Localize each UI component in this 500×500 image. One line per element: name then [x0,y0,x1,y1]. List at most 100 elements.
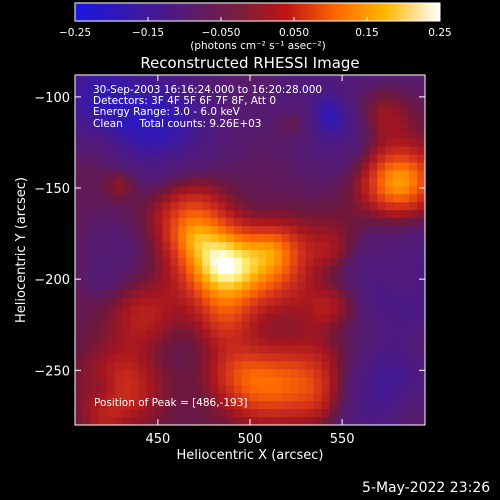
heatmap-cell [75,361,84,370]
heatmap-cell [313,210,323,219]
heatmap-cell [250,337,259,347]
heatmap-cell [393,106,402,116]
heatmap-cell [218,305,227,315]
heatmap-cell [82,401,92,410]
heatmap-cell [226,321,235,331]
heatmap-cell [417,345,425,354]
heatmap-cell [321,75,331,84]
heatmap-cell [385,146,394,156]
heatmap-cell [393,369,402,378]
heatmap-cell [273,257,283,267]
heatmap-cell [106,409,116,418]
heatmap-cell [353,242,362,251]
heatmap-cell [297,226,307,235]
heatmap-cell [202,289,211,299]
heatmap-cell [146,114,156,124]
heatmap-cell [162,122,172,132]
heatmap-cell [250,305,259,315]
heatmap-cell [90,122,100,132]
heatmap-cell [210,90,219,100]
heatmap-cell [361,146,370,156]
heatmap-cell [162,98,172,108]
heatmap-cell [369,122,378,132]
heatmap-cell [265,297,275,307]
heatmap-cell [393,265,402,275]
heatmap-cell [98,313,108,323]
heatmap-cell [273,337,283,347]
heatmap-cell [138,393,148,402]
heatmap-cell [242,234,251,243]
heatmap-cell [361,122,370,132]
heatmap-cell [393,242,402,251]
heatmap-cell [138,186,148,195]
heatmap-cell [114,377,124,386]
heatmap-cell [82,130,92,140]
heatmap-cell [409,226,418,235]
heatmap-cell [313,82,323,92]
heatmap-cell [377,242,386,251]
heatmap-cell [122,265,132,275]
heatmap-cell [409,130,418,140]
heatmap-cell [409,377,418,386]
heatmap-cell [90,321,100,331]
heatmap-cell [82,345,92,354]
heatmap-cell [361,289,370,299]
heatmap-cell [297,250,307,259]
heatmap-cell [337,234,347,243]
heatmap-cell [417,114,425,124]
heatmap-cell [257,361,267,370]
heatmap-cell [178,146,187,156]
heatmap-cell [218,154,227,164]
heatmap-cell [409,313,418,323]
heatmap-cell [377,170,386,179]
heatmap-cell [250,242,259,251]
heatmap-cell [250,281,259,291]
heatmap-cell [130,321,140,331]
heatmap-cell [393,154,402,164]
heatmap-cell [162,393,172,402]
heatmap-cell [257,162,267,172]
heatmap-cell [305,393,315,402]
heatmap-cell [257,385,267,394]
heatmap-cell [98,361,108,370]
heatmap-cell [162,289,172,299]
heatmap-cell [321,385,331,394]
heatmap-cell [289,75,299,84]
heatmap-cell [409,218,418,227]
info-time-range: 30-Sep-2003 16:16:24.000 to 16:20:28.000 [93,84,323,96]
heatmap-cell [106,345,116,354]
heatmap-cell [170,250,179,259]
heatmap-cell [170,242,179,251]
heatmap-cell [345,417,354,425]
heatmap-cell [417,417,425,425]
heatmap-cell [194,401,203,410]
heatmap-cell [218,90,227,100]
heatmap-cell [154,385,164,394]
heatmap-cell [106,154,116,164]
heatmap-cell [273,265,283,275]
heatmap-cell [273,122,283,132]
heatmap-cell [401,361,410,370]
heatmap-cell [138,289,148,299]
heatmap-cell [353,265,362,275]
heatmap-cell [265,281,275,291]
heatmap-cell [417,90,425,100]
heatmap-cell [178,138,187,148]
heatmap-cell [377,202,386,211]
heatmap-cell [186,409,195,418]
heatmap-cell [82,162,92,172]
heatmap-cell [154,106,164,116]
heatmap-cell [377,345,386,354]
heatmap-cell [361,337,370,347]
heatmap-cell [98,305,108,315]
heatmap-cell [82,265,92,275]
heatmap-cell [130,114,140,124]
heatmap-cell [162,313,172,323]
heatmap-cell [345,337,354,347]
heatmap-cell [234,202,243,211]
heatmap-cell [345,226,354,235]
heatmap-cell [409,321,418,331]
heatmap-cell [321,146,331,156]
heatmap-cell [122,305,132,315]
heatmap-cell [377,385,386,394]
